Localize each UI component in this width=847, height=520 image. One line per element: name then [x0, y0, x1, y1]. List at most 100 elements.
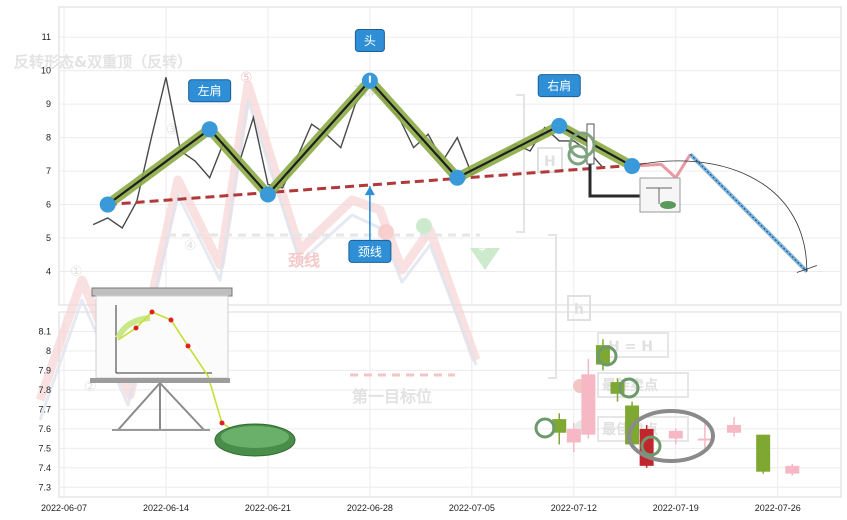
pattern-point	[449, 169, 466, 186]
watermark-H: H	[544, 154, 556, 170]
watermark-H-bracket	[516, 94, 525, 233]
watermark-HH-box	[597, 332, 669, 358]
connector-line	[588, 162, 640, 198]
projection-arc	[631, 160, 808, 272]
ring-marker	[567, 144, 589, 166]
x-tick-label: 2022-06-28	[347, 503, 393, 513]
board-bottom-bar	[90, 378, 230, 383]
candle-body	[756, 434, 771, 472]
y-tick-label: 7.4	[38, 463, 51, 473]
candle-body	[610, 382, 625, 394]
board-dot	[185, 343, 191, 349]
annotation-box	[348, 239, 392, 263]
board-leg	[159, 382, 205, 431]
board-curve	[117, 311, 243, 437]
pattern-point	[551, 117, 568, 134]
y-tick-label: 9	[46, 99, 51, 109]
candle-body	[727, 424, 742, 433]
watermark-dot-2	[416, 218, 432, 234]
watermark-h: h	[574, 302, 584, 318]
watermark-h-box	[567, 295, 591, 321]
y-tick-label: 7.9	[38, 365, 51, 375]
y-axis-top: 4 5 6 7 8 9 10 11	[41, 32, 51, 276]
x-tick-label: 2022-06-14	[143, 503, 189, 513]
y-tick-label: 8	[46, 133, 51, 143]
watermark-sell-box-1	[597, 372, 689, 398]
watermark-H-box	[537, 147, 563, 173]
y-tick-label: 5	[46, 233, 51, 243]
watermark-dollar-1: $	[478, 239, 486, 254]
sell-ring	[618, 377, 640, 399]
sell-ring	[534, 417, 556, 439]
neckline	[107, 162, 647, 207]
y-tick-label: 10	[41, 66, 51, 76]
top-panel-frame	[58, 6, 842, 306]
candle-body	[566, 428, 581, 443]
y-tick-label: 7.7	[38, 404, 51, 414]
board-dot	[168, 317, 174, 323]
pattern-point	[259, 186, 276, 203]
chart-board-illustration	[90, 287, 296, 457]
watermark-target-label: 第一目标位	[352, 387, 432, 406]
annotation-label: 头	[364, 34, 376, 48]
watermark-circle-5: ⑤	[240, 70, 253, 86]
y-tick-label: 7.6	[38, 424, 51, 434]
watermark-arrow-down	[470, 248, 500, 270]
price-layer	[92, 72, 818, 273]
pattern-point	[624, 158, 641, 175]
annotation-label: 颈线	[358, 245, 382, 259]
board-top-bar	[91, 287, 233, 297]
x-tick-label: 2022-07-12	[551, 503, 597, 513]
candle-body	[581, 374, 596, 435]
y-tick-label: 6	[46, 200, 51, 210]
candle-overlays	[534, 345, 715, 463]
board-dot	[149, 309, 155, 315]
watermark-h-bracket	[548, 234, 557, 379]
candle-body	[552, 419, 567, 433]
pattern-point	[201, 121, 218, 138]
x-tick-label: 2022-06-07	[41, 503, 87, 513]
y-tick-label: 7.8	[38, 385, 51, 395]
watermark-circle-1: ①	[70, 264, 83, 280]
annotation-box	[537, 74, 581, 98]
y-tick-label: 4	[46, 267, 51, 277]
y-tick-label: 7.5	[38, 443, 51, 453]
projection-drop-dash	[689, 153, 808, 272]
board-dot	[219, 420, 225, 426]
board-leg	[117, 382, 161, 431]
watermark-circle-4: ④	[184, 238, 197, 254]
projection-tick	[796, 265, 818, 273]
x-axis: 2022-06-07 2022-06-14 2022-06-21 2022-06-28…	[41, 503, 801, 513]
ring-marker	[568, 131, 596, 159]
neckline-arrowhead	[364, 186, 375, 196]
candle-body	[785, 465, 800, 474]
sell-ring	[596, 345, 618, 367]
watermark-neckline-label: 颈线	[288, 251, 320, 270]
x-tick-label: 2022-07-19	[653, 503, 699, 513]
annotation-label: 左肩	[198, 83, 222, 98]
board-dot	[133, 325, 139, 331]
y-axis-bottom: 7.3 7.4 7.5 7.6 7.7 7.8 7.9 8 8.1	[38, 326, 51, 492]
annotation-box	[188, 79, 232, 103]
y-tick-label: 8.1	[38, 326, 51, 336]
y-tick-label: 8	[46, 346, 51, 356]
watermark-title: 反转形态&双重顶（反转）	[14, 53, 192, 71]
highlight-ellipse	[627, 409, 715, 463]
annotation-label: 右肩	[547, 78, 571, 93]
y-tick-label: 7.3	[38, 482, 51, 492]
watermark-HH: H = H	[608, 339, 653, 355]
watermark-dot-1	[378, 224, 394, 240]
projection-bounce	[631, 153, 692, 180]
annotation-box	[354, 28, 385, 52]
candle-body	[668, 430, 683, 439]
y-tick-label: 11	[42, 32, 51, 42]
pattern-point	[99, 196, 116, 213]
sell-ring	[640, 435, 662, 457]
y-tick-label: 7	[46, 166, 51, 176]
candle-body	[697, 438, 712, 441]
right-shoulder-decor	[567, 123, 681, 213]
money-pile-top	[221, 426, 289, 448]
x-tick-label: 2022-07-26	[755, 503, 801, 513]
